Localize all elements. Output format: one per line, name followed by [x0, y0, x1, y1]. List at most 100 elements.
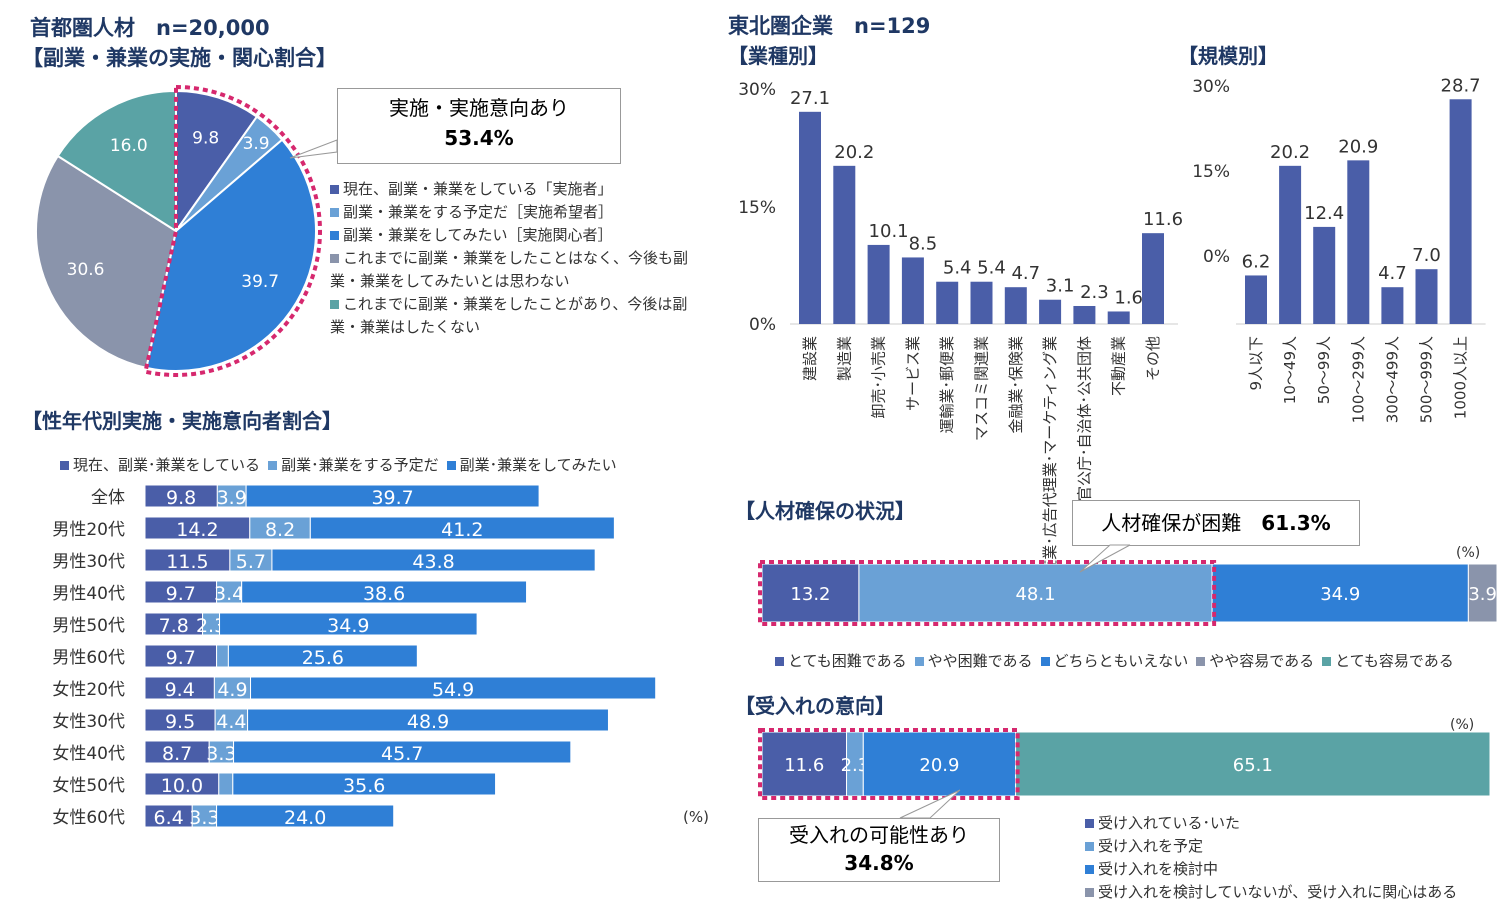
x-tick-label: マスコミ関連業: [973, 336, 991, 441]
bar-value: 43.8: [412, 551, 454, 573]
size-bar: [1245, 275, 1267, 324]
bar-value: 8.7: [162, 743, 192, 765]
bar-value: 35.6: [343, 775, 385, 797]
x-tick-label: 10～49人: [1281, 336, 1299, 404]
bar-value: 8.5: [909, 233, 938, 254]
legend-label: これまでに副業・兼業をしたことがあり、今後は副業・兼業はしたくない: [330, 295, 688, 336]
bar-segment: [247, 708, 609, 732]
row-label: 男性60代: [52, 648, 125, 668]
legend-item: これまでに副業・兼業をしたことはなく、今後も副業・兼業をしてみたいとは思わない: [330, 247, 692, 293]
bar-value: 6.2: [1242, 251, 1271, 272]
legend-item: やや容易である: [1196, 652, 1314, 670]
x-tick-label: 50～99人: [1315, 336, 1333, 404]
callout-label: 実施・実施意向あり: [389, 96, 569, 120]
callout-label: 人材確保が困難: [1101, 511, 1242, 535]
bar-value: 3.4: [214, 583, 244, 605]
industry-bar: [970, 281, 993, 324]
bar-value: 20.9: [1338, 136, 1378, 157]
right-title: 東北圏企業 n=129: [728, 14, 931, 38]
legend-label: 現在、副業・兼業をしている「実施者」: [343, 180, 613, 198]
callout-pointer: [289, 139, 338, 159]
row-label: 女性30代: [52, 712, 125, 732]
x-tick-label: その他: [1144, 336, 1162, 381]
row-label: 男性30代: [52, 552, 125, 572]
talent-callout: 人材確保が困難 61.3%: [1072, 500, 1360, 546]
row-label: 全体: [91, 488, 125, 508]
callout-value: 53.4%: [444, 126, 514, 150]
bar-segment: [271, 548, 596, 572]
stack-value: 48.1: [1015, 584, 1055, 605]
x-tick-label: 製造業: [835, 336, 853, 381]
pie-legend: 現在、副業・兼業をしている「実施者」 副業・兼業をする予定だ［実施希望者］ 副業・兼…: [330, 178, 700, 339]
x-tick-label: 金融業･保険業: [1007, 336, 1025, 434]
industry-bar: [867, 244, 890, 324]
legend-label: 受け入れを予定: [1098, 837, 1204, 855]
y-tick-label: 30%: [738, 80, 776, 100]
bar-value: 4.9: [217, 679, 247, 701]
bar-value: 3.9: [217, 487, 247, 509]
y-tick-label: 15%: [738, 198, 776, 218]
legend-item: 現在、副業･兼業をしている: [60, 456, 260, 474]
bar-value: 3.3: [189, 807, 219, 829]
legend-swatch: [1040, 657, 1050, 666]
pie-label: 3.9: [243, 134, 270, 154]
industry-bar: [833, 165, 856, 324]
legend-item: どちらともいえない: [1040, 652, 1188, 670]
bar-value: 3.3: [206, 743, 236, 765]
legend-swatch: [60, 461, 69, 470]
callout-value: 34.8%: [844, 851, 914, 875]
legend-swatch: [330, 208, 339, 217]
legend-item: 副業・兼業をする予定だ［実施希望者］: [330, 201, 692, 224]
bar-value: 54.9: [432, 679, 474, 701]
x-tick-label: 運輸業･郵便業: [938, 336, 956, 434]
x-tick-label: 建設業: [801, 336, 819, 381]
legend-swatch: [1196, 657, 1206, 666]
bar-value: 34.9: [327, 615, 369, 637]
stack-value: 3.9: [1468, 584, 1497, 605]
size-bar: [1449, 99, 1472, 325]
bar-value: 20.2: [1270, 142, 1310, 163]
bar-value: 7.8: [159, 615, 189, 637]
industry-bar: [901, 257, 924, 324]
highlight-outline: [758, 728, 1020, 800]
bar-value: 27.1: [790, 88, 830, 109]
bar-value: 9.7: [166, 583, 196, 605]
stack-value: 2.3: [841, 755, 870, 776]
legend-swatch: [914, 657, 924, 666]
x-tick-label: 9人以下: [1247, 336, 1265, 391]
bar-segment: [227, 644, 418, 668]
bar-value: 41.2: [441, 519, 483, 541]
bar-value: 9.5: [165, 711, 195, 733]
unit-label: (%): [683, 808, 709, 826]
bar-segment: [216, 644, 229, 668]
bar-segment: [241, 580, 528, 604]
talent-legend: とても困難である やや困難である どちらともいえない やや容易である とても容易である: [775, 650, 1462, 671]
industry-title: 【業種別】: [728, 44, 828, 68]
bar-value: 5.4: [943, 258, 972, 279]
bar-value: 3.1: [1046, 276, 1075, 297]
bar-value: 8.2: [265, 519, 295, 541]
legend-label: これまでに副業・兼業をしたことはなく、今後も副業・兼業をしてみたいとは思わない: [330, 249, 689, 290]
size-bar: [1313, 226, 1336, 324]
legend-swatch: [268, 461, 278, 470]
bar-value: 10.0: [161, 775, 203, 797]
industry-bar: [1107, 311, 1130, 324]
legend-swatch: [1322, 657, 1332, 666]
pie-slice: [145, 138, 317, 372]
pie-label: 30.6: [67, 260, 105, 280]
row-label: 女性20代: [52, 680, 125, 700]
legend-item: 受け入れを予定: [1085, 835, 1457, 858]
x-tick-label: 官公庁･自治体･公共団体: [1075, 336, 1093, 501]
y-tick-label: 0%: [1203, 247, 1230, 267]
x-tick-label: 1000人以上: [1452, 336, 1470, 419]
legend-swatch: [330, 231, 339, 240]
legend-label: 受け入れを検討していないが、受け入れに関心はある: [1098, 883, 1458, 901]
stack-value: 65.1: [1233, 755, 1273, 776]
stack-value: 11.6: [784, 755, 824, 776]
legend-item: とても困難である: [775, 652, 907, 670]
stack-segment: [1211, 563, 1469, 623]
legend-swatch: [330, 300, 339, 309]
stack-segment: [862, 731, 1017, 797]
legend-item: やや困難である: [914, 652, 1033, 670]
